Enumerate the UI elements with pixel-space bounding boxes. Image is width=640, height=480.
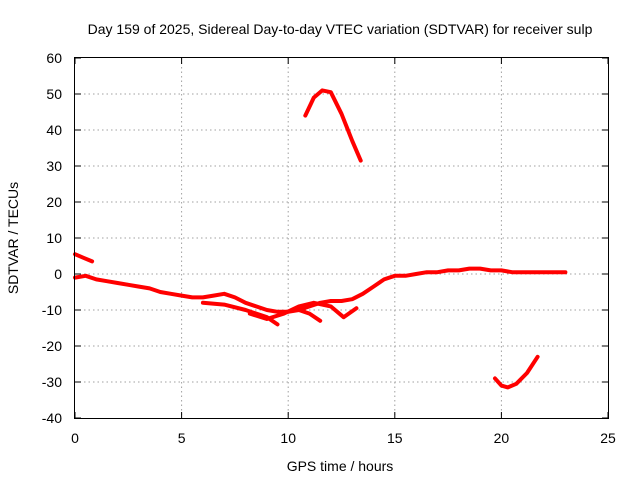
y-axis-title: SDTVAR / TECUs (5, 182, 21, 294)
chart-title: Day 159 of 2025, Sidereal Day-to-day VTE… (88, 21, 593, 37)
y-tick-label: -20 (42, 338, 62, 354)
x-tick-label: 0 (71, 430, 79, 446)
x-axis-title: GPS time / hours (287, 458, 394, 474)
grid (75, 58, 608, 418)
y-tick-label: -10 (42, 302, 62, 318)
y-tick-label: -30 (42, 374, 62, 390)
x-tick-label: 15 (387, 430, 403, 446)
y-tick-label: 0 (54, 266, 62, 282)
x-tick-label: 10 (280, 430, 296, 446)
y-tick-label: 30 (46, 158, 62, 174)
series-early-offset (73, 252, 95, 264)
series-lower-branch-c (296, 308, 323, 323)
x-tick-label: 5 (178, 430, 186, 446)
series-evening-dip (493, 354, 540, 390)
x-tick-label: 25 (600, 430, 616, 446)
y-tick-label: -40 (42, 410, 62, 426)
x-tick-label: 20 (494, 430, 510, 446)
y-tick-label: 10 (46, 230, 62, 246)
series-lower-branch-a (200, 300, 280, 327)
series-group (73, 88, 568, 390)
series-lower-branch-b (247, 300, 359, 321)
axis-ticks: 0 5 10 15 20 25 -40 -30 -20 -10 0 10 20 30 40 50 60 (42, 50, 616, 446)
y-tick-label: 60 (46, 50, 62, 66)
plot-frame (74, 57, 609, 419)
y-tick-label: 50 (46, 86, 62, 102)
series-midday-arc (303, 88, 363, 163)
y-tick-label: 40 (46, 122, 62, 138)
y-tick-label: 20 (46, 194, 62, 210)
